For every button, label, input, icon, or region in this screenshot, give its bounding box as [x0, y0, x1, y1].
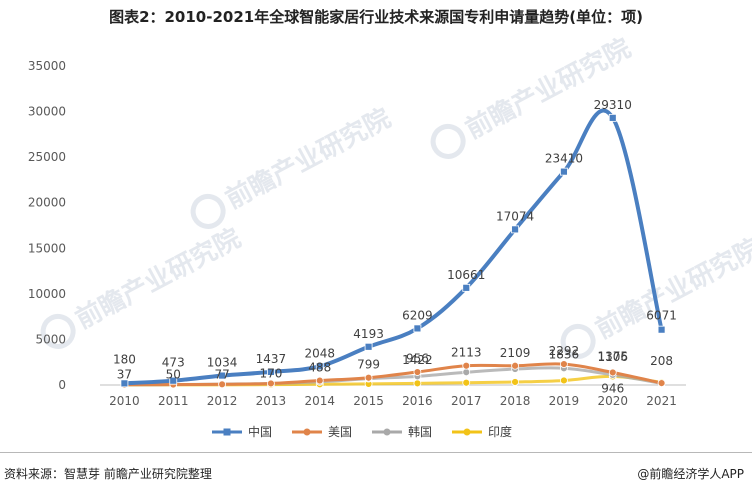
data-point [364, 342, 373, 351]
data-label: 10661 [447, 268, 485, 282]
data-label: 29310 [594, 98, 632, 112]
data-point [608, 113, 617, 122]
y-tick-label: 5000 [35, 332, 66, 346]
data-point [413, 324, 422, 333]
data-label: 946 [601, 381, 624, 395]
data-label: 208 [650, 354, 673, 368]
data-point [267, 368, 275, 376]
data-label: 77 [214, 367, 229, 381]
data-point [511, 378, 519, 386]
data-point [169, 376, 178, 385]
data-point [120, 379, 129, 388]
y-tick-label: 35000 [28, 59, 66, 73]
data-point [218, 380, 226, 389]
x-tick-label: 2010 [109, 394, 140, 408]
x-tick-label: 2019 [549, 394, 580, 408]
legend-marker [463, 428, 471, 436]
data-label: 2109 [500, 346, 531, 360]
data-point [657, 325, 666, 334]
brand-credit: @前瞻经济学人APP [637, 467, 744, 481]
line-chart: 前瞻产业研究院前瞻产业研究院前瞻产业研究院前瞻产业研究院050001000015… [28, 32, 752, 439]
data-point [462, 283, 471, 292]
data-label: 473 [162, 356, 185, 370]
data-point [560, 167, 568, 176]
y-tick-label: 30000 [28, 105, 66, 119]
data-label: 1034 [207, 356, 238, 370]
y-tick-label: 25000 [28, 150, 66, 164]
data-point [608, 368, 617, 377]
data-label: 1106 [597, 350, 628, 364]
data-point [315, 362, 324, 371]
footer: 资料来源：智慧芽 前瞻产业研究院整理 @前瞻经济学人APP [0, 452, 752, 493]
legend-label: 韩国 [408, 424, 432, 439]
data-point [462, 361, 471, 370]
data-point [657, 379, 666, 388]
data-label: 2113 [451, 346, 482, 360]
data-point [364, 373, 373, 382]
y-tick-label: 10000 [28, 287, 66, 301]
x-tick-label: 2016 [402, 394, 433, 408]
watermark-text: 前瞻产业研究院 [460, 32, 635, 145]
legend-marker [303, 428, 311, 436]
x-tick-label: 2011 [158, 394, 189, 408]
chart-title: 图表2：2010-2021年全球智能家居行业技术来源国专利申请量趋势(单位：项) [109, 8, 643, 26]
data-label: 6071 [646, 309, 677, 323]
data-point [315, 376, 324, 385]
watermark-logo-icon [560, 323, 596, 359]
data-point [511, 361, 519, 370]
legend-marker [223, 428, 231, 436]
x-tick-label: 2015 [353, 394, 384, 408]
data-label: 170 [259, 366, 282, 380]
y-tick-label: 0 [58, 378, 66, 392]
data-label: 488 [308, 361, 331, 375]
watermark-text: 前瞻产业研究院 [220, 102, 395, 215]
data-label: 17074 [496, 209, 534, 223]
legend-marker [383, 428, 391, 436]
data-label: 1422 [402, 353, 433, 367]
x-tick-label: 2021 [646, 394, 677, 408]
x-tick-label: 2012 [207, 394, 238, 408]
data-label: 23410 [545, 152, 583, 166]
x-tick-label: 2014 [304, 394, 335, 408]
legend-label: 印度 [488, 424, 512, 439]
series-line-1 [122, 362, 664, 387]
data-label: 37 [117, 368, 132, 382]
data-point [462, 368, 471, 377]
watermark-logo-icon [190, 193, 226, 229]
data-label: 6209 [402, 308, 433, 322]
watermark-logo-icon [430, 123, 466, 159]
x-tick-label: 2018 [500, 394, 531, 408]
watermark-text: 前瞻产业研究院 [590, 232, 752, 345]
data-label: 2292 [549, 344, 580, 358]
y-tick-label: 20000 [28, 196, 66, 210]
legend-label: 中国 [248, 424, 272, 439]
legend-label: 美国 [328, 425, 352, 439]
data-point [267, 379, 275, 388]
watermark-3: 前瞻产业研究院 [40, 222, 246, 349]
x-tick-label: 2013 [256, 394, 287, 408]
data-label: 4193 [353, 327, 384, 341]
watermark-logo-icon [40, 313, 76, 349]
x-tick-label: 2020 [597, 394, 628, 408]
data-point [560, 360, 568, 369]
data-point [462, 378, 471, 387]
data-point [413, 368, 422, 376]
data-point [560, 376, 568, 385]
data-label: 50 [166, 368, 181, 382]
data-point [218, 371, 226, 380]
data-label: 2048 [304, 346, 335, 360]
data-point [413, 379, 422, 388]
x-tick-label: 2017 [451, 394, 482, 408]
y-tick-label: 15000 [28, 241, 66, 255]
data-label: 1836 [549, 347, 580, 361]
data-label: 1437 [256, 352, 287, 366]
data-label: 799 [357, 358, 380, 372]
data-label: 956 [406, 351, 429, 365]
watermark-0: 前瞻产业研究院 [190, 102, 396, 229]
data-point [511, 225, 519, 234]
data-label: 1375 [597, 349, 628, 363]
source-note: 资料来源：智慧芽 前瞻产业研究院整理 [4, 467, 212, 481]
data-label: 180 [113, 352, 136, 366]
watermark-text: 前瞻产业研究院 [70, 222, 245, 335]
